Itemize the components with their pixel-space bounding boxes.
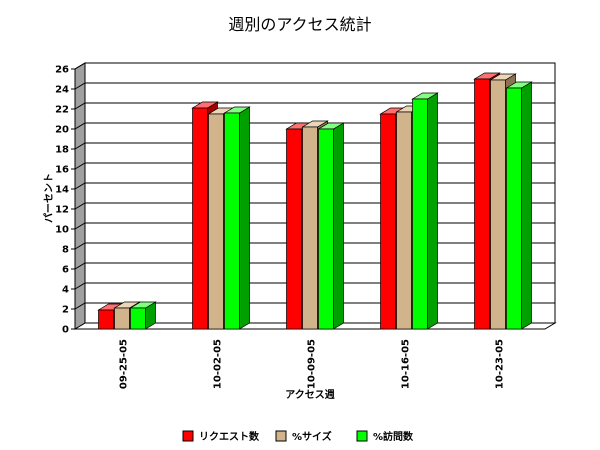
bar-front (114, 307, 130, 330)
bar (223, 106, 251, 330)
bar (317, 122, 345, 330)
bar-side (333, 122, 344, 330)
x-axis-label: アクセス週 (285, 389, 335, 401)
legend-entry: %サイズ (292, 430, 332, 443)
bar-front (302, 126, 318, 330)
y-tick-label: 4 (62, 285, 69, 296)
bar-front (490, 79, 506, 330)
left-wall (74, 62, 86, 330)
bar-front (98, 309, 114, 330)
y-tick-label: 20 (55, 125, 69, 136)
y-tick-label: 0 (62, 325, 69, 336)
bar-front (396, 111, 412, 330)
y-tick-label: 26 (55, 65, 69, 76)
bar-side (427, 92, 438, 330)
bar (411, 92, 439, 330)
legend-swatch (356, 430, 368, 442)
bar-front (412, 98, 428, 330)
y-tick-label: 18 (55, 145, 69, 156)
x-tick-label: 10-02-05 (213, 339, 224, 389)
y-tick-label: 2 (62, 305, 69, 316)
x-tick-label: 09-25-05 (119, 339, 130, 389)
y-tick-label: 24 (55, 85, 69, 96)
bar-front (130, 307, 146, 330)
y-tick-label: 22 (55, 105, 69, 116)
legend-entry: リクエスト数 (199, 430, 260, 443)
gridline (74, 82, 555, 90)
bar-side (239, 106, 250, 330)
y-tick-label: 14 (55, 185, 69, 196)
y-tick-label: 6 (62, 265, 69, 276)
bar-front (380, 113, 396, 330)
bar-front (286, 128, 302, 330)
bar-front (474, 78, 490, 330)
bar-side (521, 81, 532, 330)
legend: リクエスト数 %サイズ %訪問数 (182, 430, 414, 443)
bar-front (224, 112, 240, 330)
y-axis-label: パーセント (43, 173, 55, 223)
x-tick-label: 10-23-05 (495, 339, 506, 389)
bar (505, 81, 533, 330)
y-tick-label: 12 (55, 205, 69, 216)
x-tick-label: 10-16-05 (401, 339, 412, 389)
gridline (74, 62, 555, 70)
gridline (74, 102, 555, 110)
legend-swatch (275, 430, 287, 442)
bar-front (318, 128, 334, 330)
bar-front (192, 107, 208, 330)
bar (129, 301, 157, 330)
y-tick-label: 10 (55, 225, 69, 236)
legend-swatch (182, 430, 194, 442)
x-tick-label: 10-09-05 (307, 339, 318, 389)
y-tick-label: 16 (55, 165, 69, 176)
y-tick-label: 8 (62, 245, 69, 256)
chart-title: 週別のアクセス統計 (228, 15, 371, 34)
legend-entry: %訪問数 (373, 430, 414, 443)
bar-front (208, 113, 224, 330)
bar-front (506, 87, 522, 330)
